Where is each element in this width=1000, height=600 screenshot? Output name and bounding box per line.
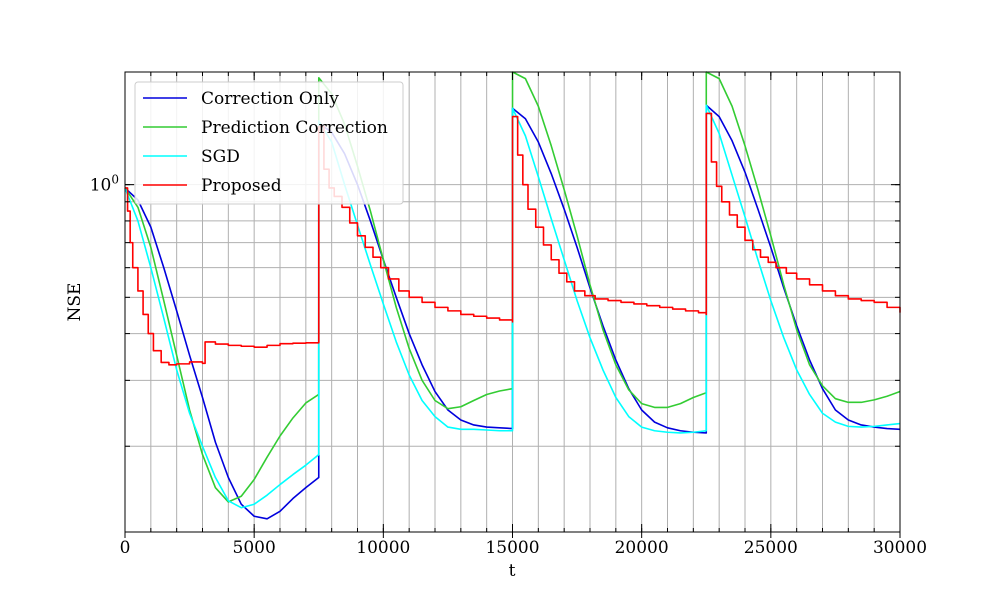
x-tick-label: 10000 xyxy=(356,538,410,558)
x-tick-label: 30000 xyxy=(873,538,927,558)
legend-label-sgd: SGD xyxy=(201,147,240,167)
legend-item-prediction-correction: Prediction Correction xyxy=(143,118,388,138)
x-tick-label: 20000 xyxy=(615,538,669,558)
legend-item-correction-only: Correction Only xyxy=(143,89,339,109)
legend-item-sgd: SGD xyxy=(143,147,240,167)
y-tick-labels: 100 xyxy=(90,173,119,196)
x-axis-label: t xyxy=(509,561,516,581)
x-tick-labels: 0 5000 10000 15000 20000 25000 30000 xyxy=(120,538,927,558)
axis-ticks xyxy=(124,71,901,538)
legend-label-correction-only: Correction Only xyxy=(201,89,339,109)
x-tick-label: 15000 xyxy=(485,538,539,558)
series-line-proposed xyxy=(125,112,901,366)
legend-label-proposed: Proposed xyxy=(201,176,282,196)
x-tick-label: 0 xyxy=(120,538,131,558)
y-axis-label: NSE xyxy=(65,283,85,322)
legend: Correction Only Prediction Correction SG… xyxy=(134,81,404,205)
legend-label-prediction-correction: Prediction Correction xyxy=(201,118,388,138)
x-tick-label: 5000 xyxy=(233,538,276,558)
y-tick-label: 100 xyxy=(90,173,119,196)
legend-box xyxy=(134,81,404,205)
x-tick-label: 25000 xyxy=(744,538,798,558)
legend-item-proposed: Proposed xyxy=(143,176,282,196)
series-lines xyxy=(124,71,901,520)
